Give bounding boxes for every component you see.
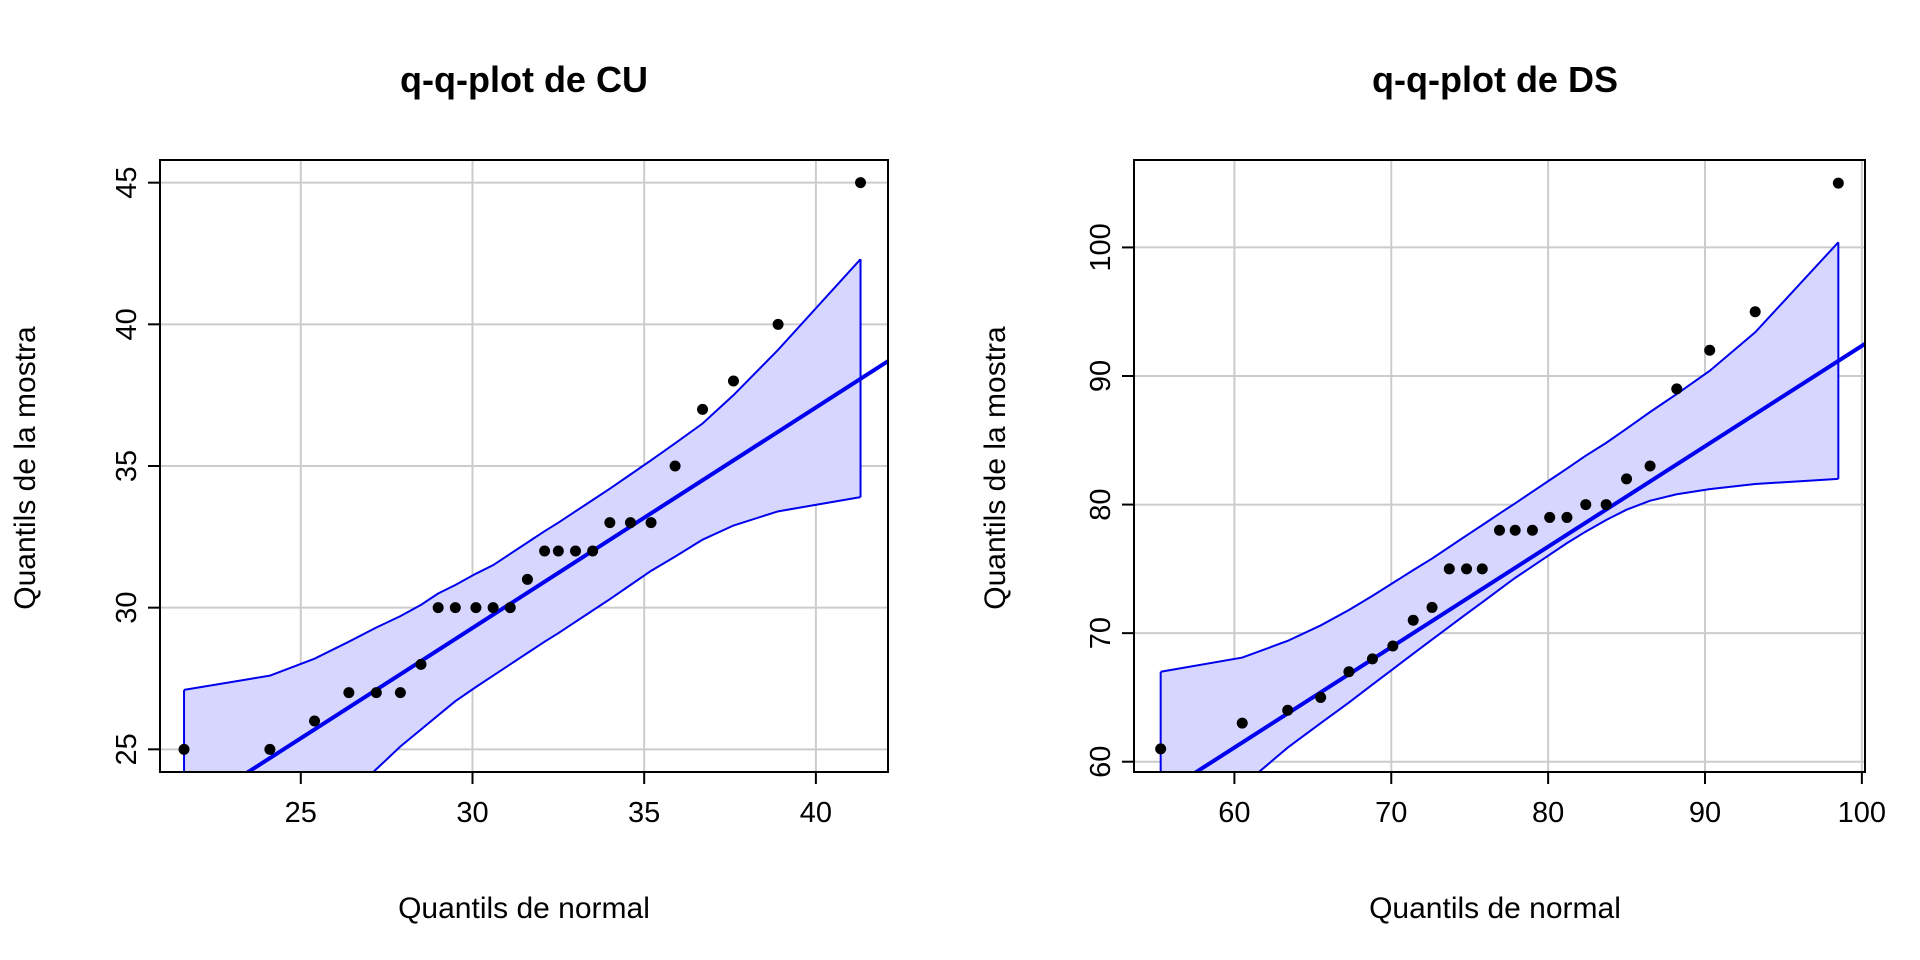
- confidence-band-upper: [1160, 241, 1840, 673]
- reference-line: [1192, 342, 1865, 772]
- data-point: [1526, 524, 1538, 536]
- x-axis-label: Quantils de normal: [1369, 892, 1621, 925]
- y-axis-label: Quantils de la mostra: [9, 326, 42, 610]
- data-points-layer: [1155, 177, 1844, 755]
- data-point: [570, 545, 582, 557]
- data-point: [343, 687, 355, 699]
- y-tick-label: 60: [1085, 746, 1117, 778]
- reference-line-layer: [1192, 342, 1865, 772]
- y-tick-label: 30: [111, 592, 143, 624]
- y-tick-label: 90: [1085, 360, 1117, 392]
- data-point: [1155, 743, 1167, 755]
- y-tick-label: 100: [1085, 223, 1117, 271]
- data-point: [1832, 177, 1844, 189]
- data-point: [1509, 524, 1521, 536]
- data-point: [604, 517, 616, 529]
- confidence-band-upper: [183, 258, 862, 691]
- data-point: [697, 403, 709, 415]
- data-point: [1282, 704, 1294, 716]
- x-tick-label: 35: [628, 797, 660, 829]
- data-point: [1461, 563, 1473, 575]
- data-point: [727, 375, 739, 387]
- y-tick-label: 45: [111, 167, 143, 199]
- data-point: [1644, 460, 1656, 472]
- data-point: [1561, 511, 1573, 523]
- data-point: [394, 687, 406, 699]
- x-tick-label: 80: [1532, 797, 1564, 829]
- data-point: [772, 318, 784, 330]
- data-point: [449, 602, 461, 614]
- data-point: [1749, 306, 1761, 318]
- data-point: [1494, 524, 1505, 536]
- data-point: [1580, 499, 1592, 511]
- data-point: [1443, 563, 1455, 575]
- x-tick-label: 40: [800, 797, 832, 829]
- data-point: [587, 545, 599, 557]
- x-axis-label: Quantils de normal: [398, 892, 650, 925]
- x-tick-label: 100: [1838, 797, 1886, 829]
- confidence-band-fill: [1160, 242, 1839, 772]
- confidence-band-lower: [371, 496, 861, 772]
- data-point: [1315, 691, 1327, 703]
- y-tick-label: 35: [111, 450, 143, 482]
- data-point: [1236, 717, 1248, 729]
- data-point: [1366, 653, 1378, 665]
- data-point: [855, 177, 867, 189]
- reference-line-layer: [244, 359, 888, 772]
- reference-line: [244, 359, 888, 772]
- y-axis-label: Quantils de la mostra: [979, 326, 1012, 610]
- x-tick-label: 60: [1218, 797, 1250, 829]
- chart-title: q-q-plot de CU: [400, 59, 648, 100]
- data-points-layer: [178, 177, 867, 755]
- y-tick-label: 40: [111, 308, 143, 340]
- data-point: [470, 602, 482, 614]
- confidence-band-lower: [1257, 477, 1839, 772]
- confidence-band-layer: [1159, 241, 1840, 772]
- data-point: [521, 573, 533, 585]
- y-tick-label: 25: [111, 733, 143, 765]
- axis-ticks: 60 70 80 90 100 60 70 80 90 100: [1085, 223, 1886, 829]
- data-point: [309, 715, 321, 727]
- data-point: [178, 743, 190, 755]
- x-tick-label: 25: [285, 797, 317, 829]
- data-point: [504, 602, 516, 614]
- data-point: [1600, 499, 1612, 511]
- data-point: [1476, 563, 1488, 575]
- data-point: [1426, 601, 1438, 613]
- confidence-band-fill: [184, 259, 861, 772]
- data-point: [624, 517, 636, 529]
- data-point: [487, 602, 499, 614]
- data-point: [415, 658, 427, 670]
- y-tick-label: 70: [1085, 617, 1117, 649]
- qq-plot-ds-panel: q-q-plot de DS Quantils de normal Quanti…: [979, 59, 1886, 925]
- data-point: [645, 517, 657, 529]
- data-point: [1407, 614, 1419, 626]
- data-point: [669, 460, 681, 472]
- plot-frame: [1133, 159, 1866, 773]
- x-tick-label: 90: [1689, 797, 1721, 829]
- data-point: [264, 743, 276, 755]
- y-tick-label: 80: [1085, 488, 1117, 520]
- data-point: [1387, 640, 1399, 652]
- data-point: [1704, 344, 1716, 356]
- data-point: [432, 602, 444, 614]
- axis-ticks: 25 30 35 40 25 30 35 40 45: [111, 167, 832, 829]
- chart-title: q-q-plot de DS: [1372, 59, 1618, 100]
- data-point: [1671, 383, 1683, 395]
- x-tick-label: 30: [456, 797, 488, 829]
- data-point: [1343, 666, 1355, 678]
- qq-plot-cu-panel: q-q-plot de CU Quantils de normal Quanti…: [9, 59, 889, 925]
- data-point: [552, 545, 564, 557]
- x-tick-label: 70: [1375, 797, 1407, 829]
- data-point: [1621, 473, 1633, 485]
- data-point: [539, 545, 551, 557]
- data-point: [370, 687, 382, 699]
- data-point: [1544, 511, 1556, 523]
